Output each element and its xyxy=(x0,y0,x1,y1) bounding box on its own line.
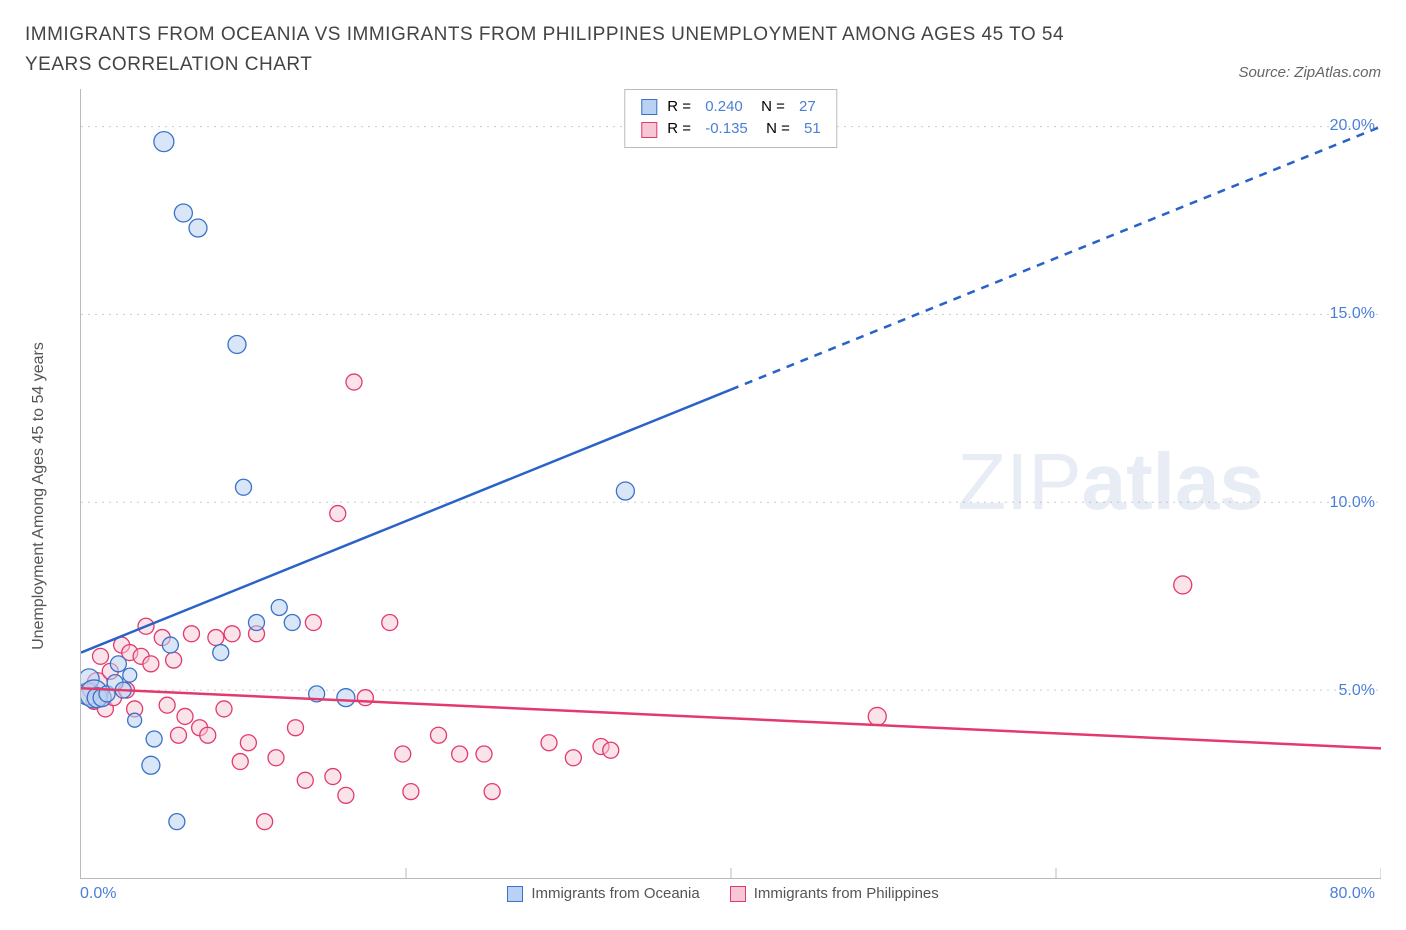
y-axis-label: Unemployment Among Ages 45 to 54 years xyxy=(30,342,48,650)
legend-swatch-oceania-icon xyxy=(507,886,523,902)
swatch-philippines-icon xyxy=(641,122,657,138)
plot-area: R = 0.240 N = 27 R = -0.135 N = 51 ZIPat… xyxy=(80,89,1381,879)
n-value-philippines: 51 xyxy=(804,118,821,141)
swatch-oceania-icon xyxy=(641,99,657,115)
chart-title: IMMIGRANTS FROM OCEANIA VS IMMIGRANTS FR… xyxy=(25,20,1125,81)
r-value-philippines: -0.135 xyxy=(705,118,748,141)
y-tick-label: 5.0% xyxy=(1339,682,1375,700)
n-value-oceania: 27 xyxy=(799,96,816,119)
legend-label-philippines: Immigrants from Philippines xyxy=(754,885,939,902)
y-tick-label: 10.0% xyxy=(1330,494,1375,512)
stats-row-philippines: R = -0.135 N = 51 xyxy=(641,118,820,141)
y-tick-label: 15.0% xyxy=(1330,305,1375,323)
x-axis-end: 80.0% xyxy=(1330,885,1375,903)
source-label: Source: ZipAtlas.com xyxy=(1238,64,1381,81)
correlation-stats-box: R = 0.240 N = 27 R = -0.135 N = 51 xyxy=(624,89,837,148)
stats-row-oceania: R = 0.240 N = 27 xyxy=(641,96,820,119)
scatter-chart-svg xyxy=(81,89,1381,878)
legend-swatch-philippines-icon xyxy=(730,886,746,902)
legend: Immigrants from Oceania Immigrants from … xyxy=(507,885,938,902)
r-value-oceania: 0.240 xyxy=(705,96,743,119)
y-tick-label: 20.0% xyxy=(1330,117,1375,135)
legend-label-oceania: Immigrants from Oceania xyxy=(531,885,699,902)
legend-item-oceania: Immigrants from Oceania xyxy=(507,885,699,902)
legend-item-philippines: Immigrants from Philippines xyxy=(730,885,939,902)
x-axis-start: 0.0% xyxy=(80,885,116,903)
